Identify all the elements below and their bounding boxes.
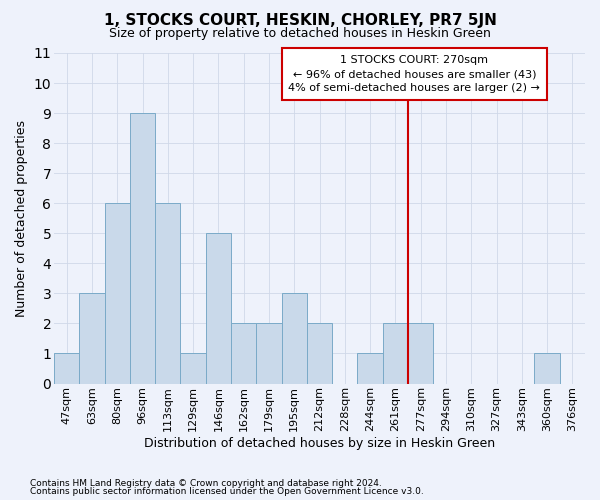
Y-axis label: Number of detached properties: Number of detached properties	[15, 120, 28, 317]
Text: Contains HM Land Registry data © Crown copyright and database right 2024.: Contains HM Land Registry data © Crown c…	[30, 478, 382, 488]
Text: 1, STOCKS COURT, HESKIN, CHORLEY, PR7 5JN: 1, STOCKS COURT, HESKIN, CHORLEY, PR7 5J…	[104, 12, 496, 28]
Bar	[130, 113, 155, 384]
Bar	[358, 354, 383, 384]
X-axis label: Distribution of detached houses by size in Heskin Green: Distribution of detached houses by size …	[144, 437, 495, 450]
Bar	[104, 203, 130, 384]
Bar	[383, 324, 408, 384]
Bar	[181, 354, 206, 384]
Text: Contains public sector information licensed under the Open Government Licence v3: Contains public sector information licen…	[30, 487, 424, 496]
Bar	[408, 324, 433, 384]
Bar	[54, 354, 79, 384]
Bar	[281, 294, 307, 384]
Bar	[155, 203, 181, 384]
Text: 1 STOCKS COURT: 270sqm
← 96% of detached houses are smaller (43)
4% of semi-deta: 1 STOCKS COURT: 270sqm ← 96% of detached…	[289, 55, 540, 93]
Bar	[256, 324, 281, 384]
Text: Size of property relative to detached houses in Heskin Green: Size of property relative to detached ho…	[109, 28, 491, 40]
Bar	[79, 294, 104, 384]
Bar	[206, 234, 231, 384]
Bar	[535, 354, 560, 384]
Bar	[231, 324, 256, 384]
Bar	[307, 324, 332, 384]
